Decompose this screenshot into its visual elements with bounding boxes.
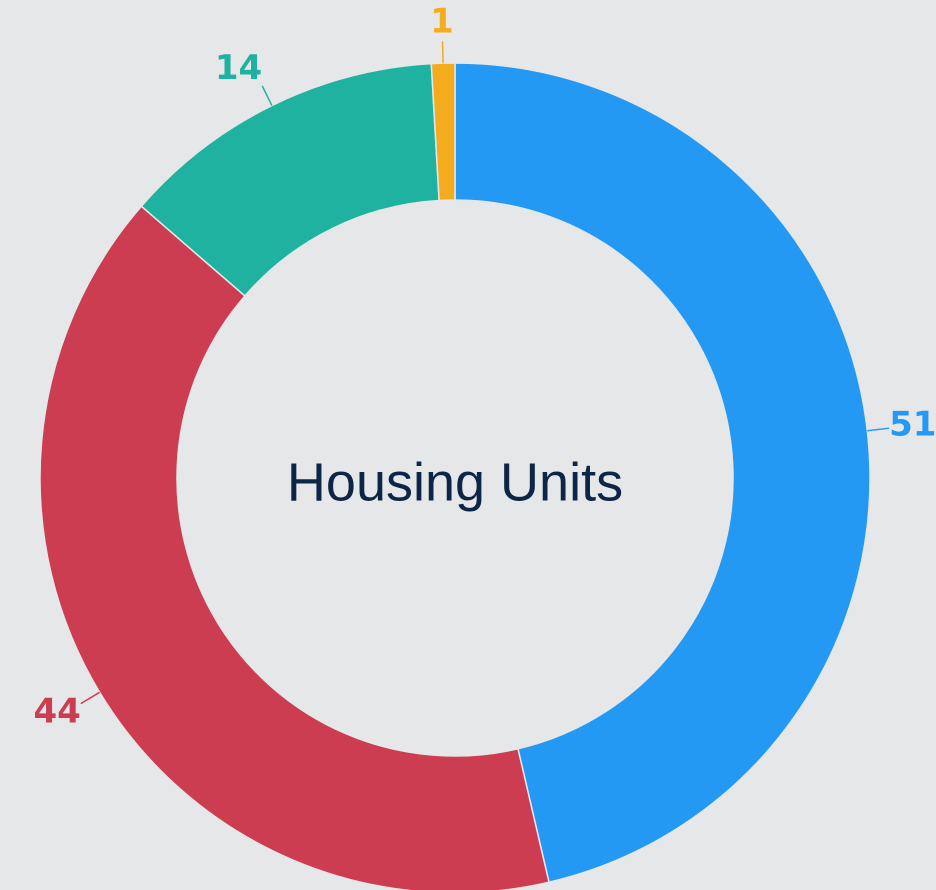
- value-label: 51: [889, 405, 936, 445]
- value-label: 1: [430, 2, 454, 42]
- slice: [454, 62, 871, 884]
- slice: [430, 62, 456, 202]
- slices: [39, 62, 871, 890]
- value-label: 14: [215, 48, 262, 88]
- slice: [39, 205, 550, 890]
- leader-line: [867, 427, 890, 432]
- leader-line: [80, 691, 101, 705]
- value-label: 44: [33, 691, 80, 731]
- center-title: Housing Units: [287, 452, 623, 512]
- leader-line: [261, 85, 273, 106]
- leader-line: [441, 41, 444, 64]
